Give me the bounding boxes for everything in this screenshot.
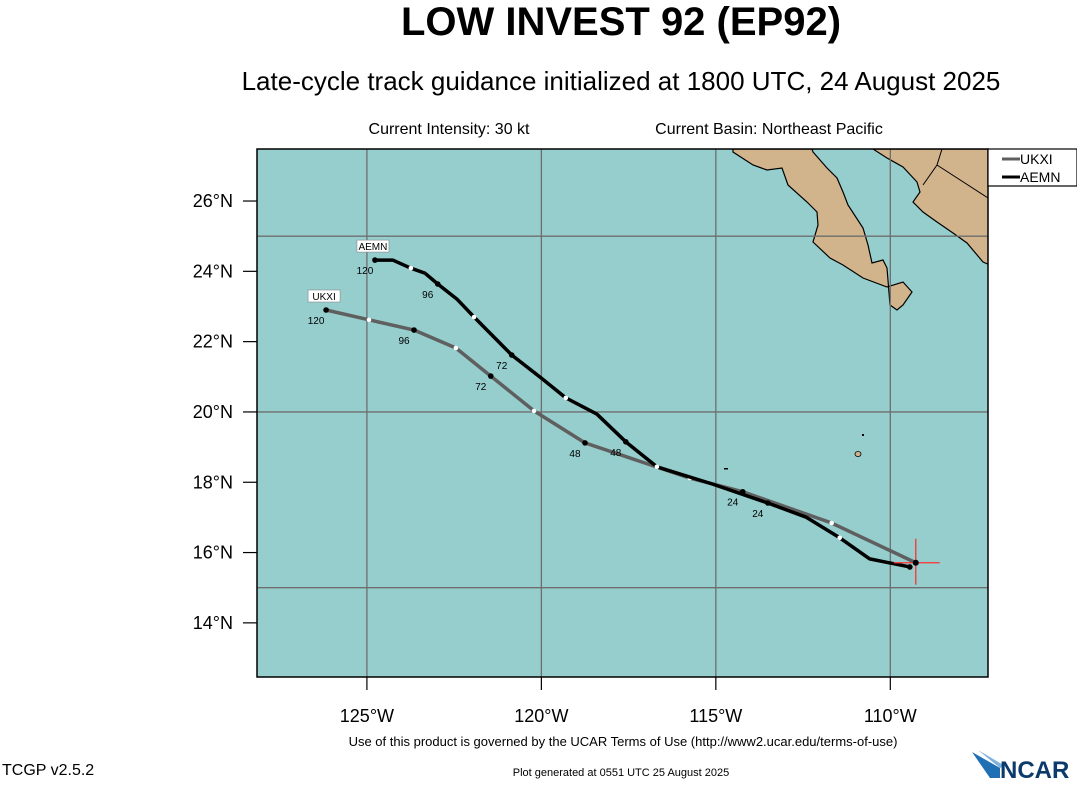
current-position-marker	[912, 559, 919, 566]
forecast-hour-label: 48	[569, 449, 581, 460]
track-point-12h	[837, 535, 843, 541]
x-tick-label: 120°W	[514, 706, 568, 726]
track-point-24h	[508, 352, 515, 358]
track-point-12h	[654, 464, 660, 470]
x-tick-label: 115°W	[689, 706, 742, 726]
forecast-hour-label: 120	[357, 266, 374, 277]
track-point-12h	[531, 408, 537, 414]
page-subtitle: Late-cycle track guidance initialized at…	[242, 66, 1001, 96]
page-title: LOW INVEST 92 (EP92)	[401, 0, 841, 44]
track-point-24h	[765, 500, 771, 506]
model-name-tag: UKXI	[312, 292, 335, 303]
island	[724, 468, 728, 470]
model-name-tag-box	[307, 289, 341, 303]
y-tick-label: 18°N	[193, 472, 233, 492]
mainland-mexico-land	[871, 149, 988, 265]
map-frame	[256, 148, 989, 678]
axes: 125°W 120°W 115°W 110°W 14°N 16°N 18°N 20°N 22°N…	[193, 191, 917, 726]
baja-california-land	[732, 149, 913, 311]
track-point-24h	[434, 281, 441, 287]
track-point-12h	[453, 345, 459, 351]
track-point-12h	[408, 265, 414, 271]
x-tick-label: 110°W	[864, 706, 917, 726]
y-tick-label: 16°N	[193, 543, 233, 563]
model-name-tag-box	[356, 239, 390, 253]
track-point-24h	[372, 257, 378, 263]
version-label: TCGP v2.5.2	[2, 762, 94, 779]
svg-text:NCAR: NCAR	[1000, 757, 1069, 780]
forecast-hour-label: 96	[398, 336, 410, 347]
state-borders	[922, 149, 988, 199]
track-point-24h	[411, 327, 417, 333]
legend-label-aemn: AEMN	[1020, 169, 1060, 185]
track-point-24h	[487, 373, 494, 379]
legend-label-ukxi: UKXI	[1020, 151, 1053, 167]
legend: UKXI AEMN	[987, 148, 1077, 187]
track-point-12h	[366, 317, 372, 323]
island	[854, 451, 862, 457]
model-name-tag: AEMN	[358, 242, 387, 253]
current-intensity: Current Intensity: 30 kt	[369, 121, 531, 138]
track-point-24h	[907, 564, 913, 570]
current-basin: Current Basin: Northeast Pacific	[655, 121, 883, 138]
forecast-hour-label: 120	[308, 316, 325, 327]
track-point-24h	[323, 307, 329, 313]
island	[862, 434, 864, 436]
forecast-hour-label: 72	[475, 382, 487, 393]
forecast-hour-label: 48	[610, 448, 622, 459]
track-point-12h	[829, 520, 834, 526]
gridlines	[257, 149, 988, 677]
forecast-hour-label: 24	[752, 509, 764, 520]
track-point-24h	[623, 439, 629, 445]
track-point-12h	[563, 395, 569, 401]
track-point-12h	[471, 314, 477, 320]
forecast-hour-label: 24	[727, 498, 739, 509]
x-tick-label: 125°W	[340, 706, 394, 726]
terms-of-use-notice: Use of this product is governed by the U…	[349, 734, 898, 749]
forecast-hour-label: 72	[496, 361, 508, 372]
y-tick-label: 26°N	[193, 191, 233, 211]
map-area: 24 48 72 96 120 UKXI 24 48 72 96 120 AEMN	[257, 149, 988, 677]
track-point-24h	[582, 440, 588, 446]
forecast-hour-label: 96	[422, 290, 434, 301]
generated-timestamp: Plot generated at 0551 UTC 25 August 202…	[513, 767, 730, 779]
model-tracks: 24 48 72 96 120 UKXI 24 48 72 96 120 AEMN	[307, 239, 940, 585]
y-tick-label: 20°N	[193, 402, 233, 422]
y-tick-label: 22°N	[193, 332, 233, 352]
y-tick-label: 24°N	[193, 261, 233, 281]
y-tick-label: 14°N	[193, 613, 233, 633]
ncar-logo: NCAR	[972, 750, 1069, 784]
